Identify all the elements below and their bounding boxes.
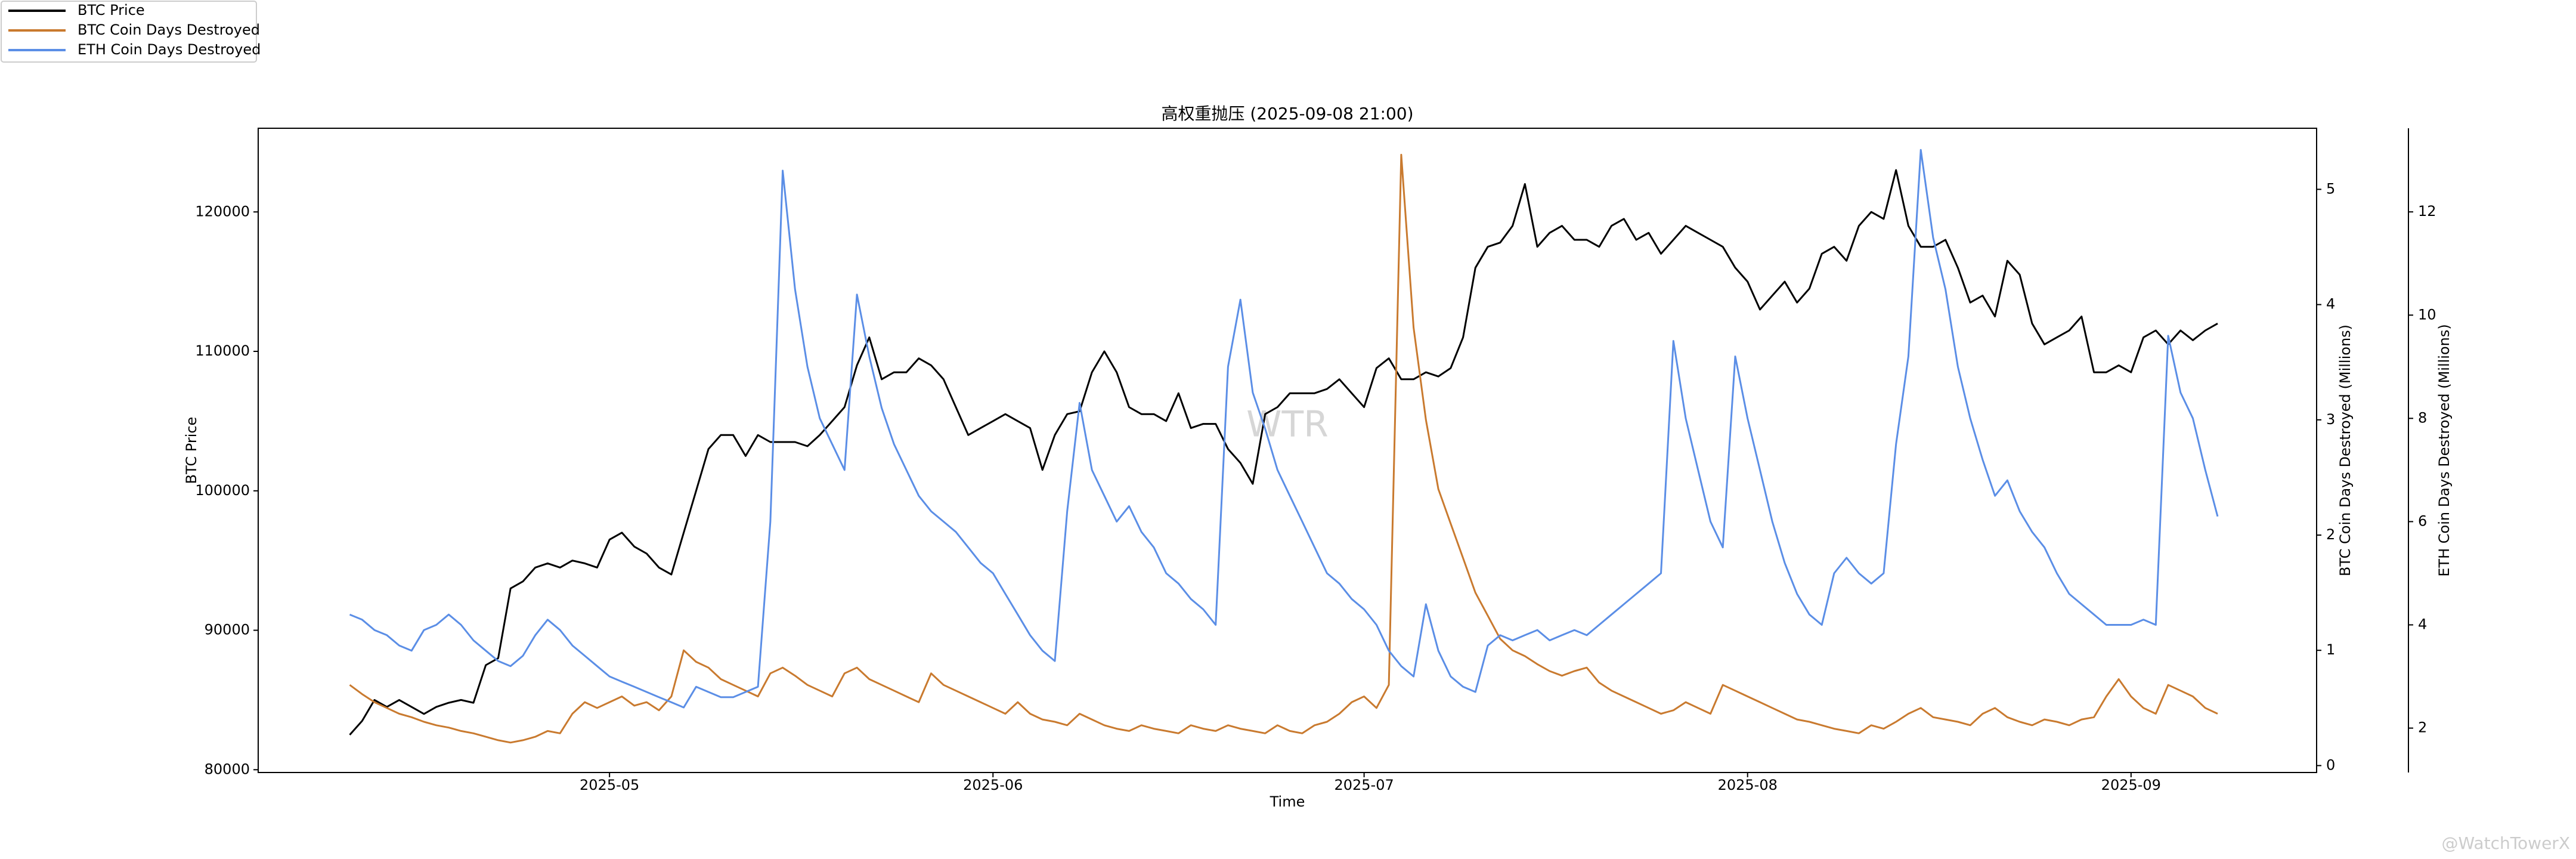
- y2-tick-label: 5: [2326, 180, 2335, 197]
- series-line: [349, 149, 2219, 709]
- x-axis-label: Time: [1270, 793, 1305, 810]
- y3-tick-label: 4: [2418, 616, 2427, 633]
- y-tick-label: 80000: [205, 761, 250, 777]
- y2-tick-label: 2: [2326, 526, 2335, 543]
- y3-tick-label: 10: [2418, 306, 2436, 323]
- series-line: [349, 169, 2218, 736]
- legend-box: [1, 1, 257, 63]
- y3-tick-label: 8: [2418, 409, 2427, 426]
- y2-axis-label: BTC Coin Days Destroyed (Millions): [2337, 325, 2354, 576]
- x-tick-label: 2025-05: [580, 777, 639, 793]
- y2-tick-label: 3: [2326, 411, 2335, 428]
- y2-tick-label: 4: [2326, 296, 2335, 313]
- y3-axis-label: ETH Coin Days Destroyed (Millions): [2436, 324, 2453, 577]
- y3-tick-label: 2: [2418, 719, 2427, 736]
- y-tick-label: 110000: [195, 342, 250, 359]
- x-tick-label: 2025-09: [2101, 777, 2161, 793]
- y2-tick-label: 0: [2326, 756, 2335, 773]
- y3-tick-label: 12: [2418, 203, 2436, 220]
- y-axis-label: BTC Price: [183, 417, 200, 484]
- watermark: @WatchTowerX: [2442, 833, 2570, 853]
- y-tick-label: 100000: [195, 482, 250, 499]
- y3-tick-label: 6: [2418, 512, 2427, 529]
- x-tick-label: 2025-08: [1718, 777, 1778, 793]
- y2-tick-label: 1: [2326, 641, 2335, 658]
- x-tick-label: 2025-07: [1334, 777, 1394, 793]
- y-tick-label: 90000: [205, 622, 250, 638]
- chart-title: 高权重抛压 (2025-09-08 21:00): [1161, 104, 1413, 123]
- legend-label: BTC Coin Days Destroyed: [78, 21, 260, 38]
- plot-frame: [258, 128, 2317, 773]
- legend-label: ETH Coin Days Destroyed: [78, 41, 261, 58]
- x-tick-label: 2025-06: [963, 777, 1023, 793]
- series-line: [349, 153, 2218, 744]
- legend-label: BTC Price: [78, 2, 145, 18]
- y-tick-label: 120000: [195, 203, 250, 220]
